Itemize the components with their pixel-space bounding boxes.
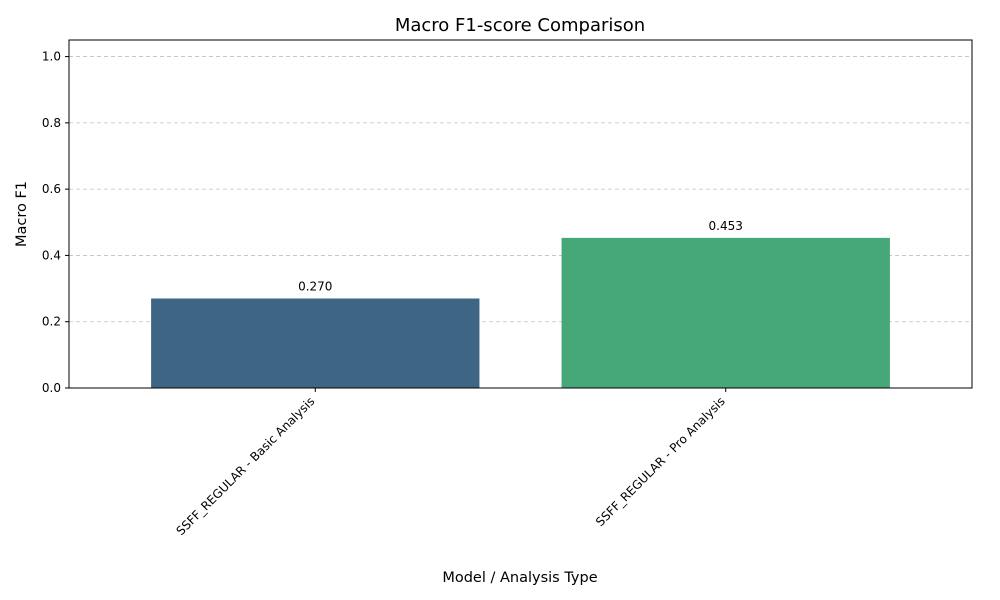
y-tick-label: 0.6 bbox=[42, 182, 61, 196]
bar-value-label: 0.270 bbox=[298, 280, 332, 294]
y-axis-title: Macro F1 bbox=[14, 181, 30, 247]
bar bbox=[561, 237, 890, 388]
y-tick-label: 0.4 bbox=[42, 248, 61, 262]
x-tick-label: SSFF_REGULAR - Pro Analysis bbox=[593, 394, 728, 529]
y-tick-label: 0.0 bbox=[42, 381, 61, 395]
y-tick-label: 1.0 bbox=[42, 50, 61, 64]
bar bbox=[151, 298, 480, 388]
bars bbox=[151, 237, 890, 388]
x-axis: SSFF_REGULAR - Basic Analysis SSFF_REGULA… bbox=[173, 388, 728, 538]
x-tick-label: SSFF_REGULAR - Basic Analysis bbox=[173, 394, 317, 538]
x-axis-title: Model / Analysis Type bbox=[442, 570, 597, 586]
y-tick-label: 0.8 bbox=[42, 116, 61, 130]
bar-value-labels: 0.270 0.453 bbox=[298, 219, 743, 294]
y-axis: 0.0 0.2 0.4 0.6 0.8 1.0 bbox=[42, 50, 69, 395]
bar-value-label: 0.453 bbox=[709, 219, 743, 233]
chart-title: Macro F1-score Comparison bbox=[395, 15, 645, 36]
y-tick-label: 0.2 bbox=[42, 315, 61, 329]
plot-frame bbox=[68, 39, 973, 389]
